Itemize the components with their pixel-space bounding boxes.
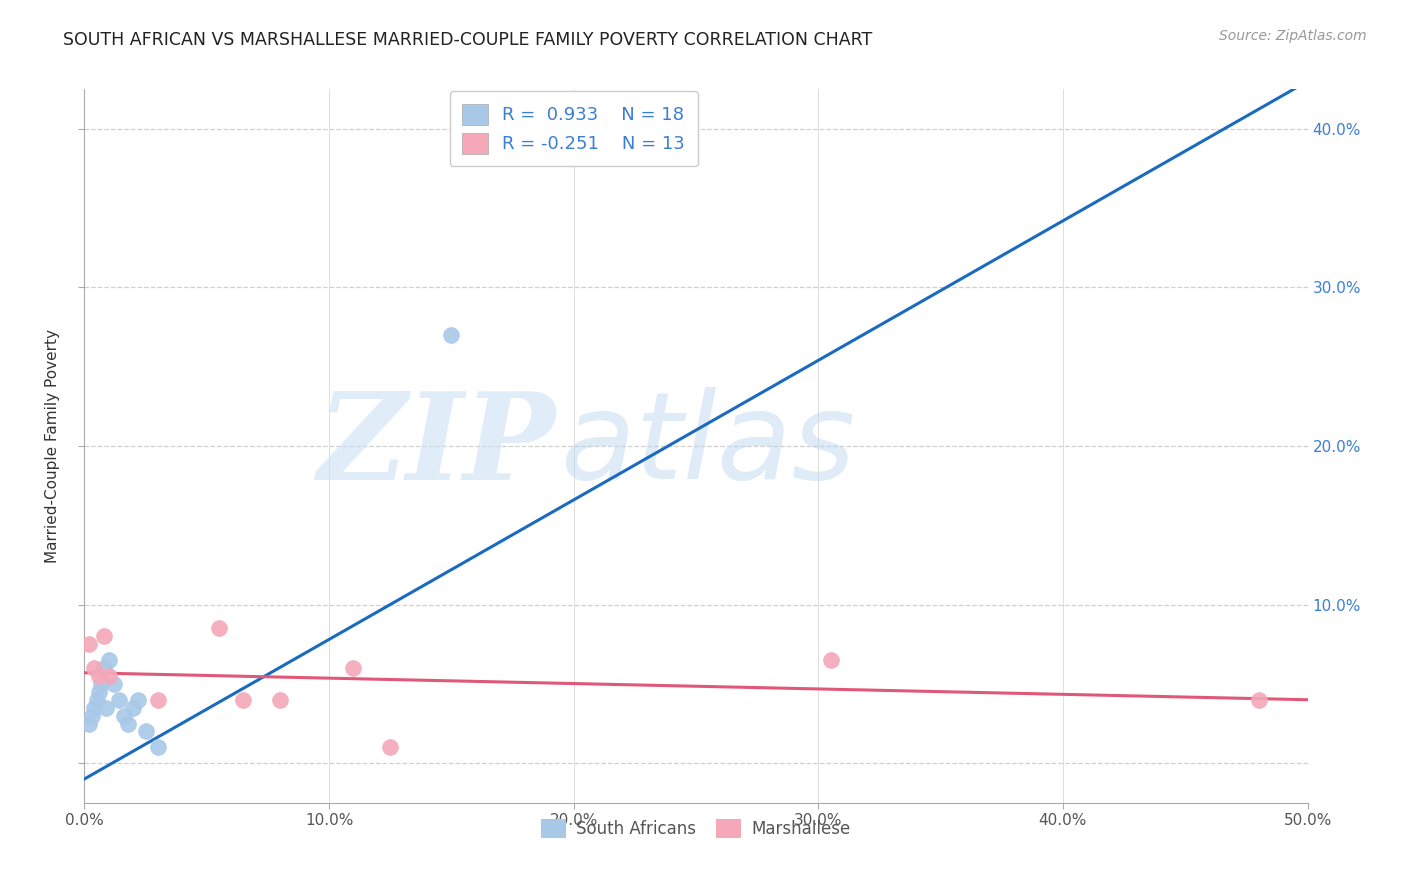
Point [208, 621, 231, 635]
Point [380, 740, 402, 755]
Text: SOUTH AFRICAN VS MARSHALLESE MARRIED-COUPLE FAMILY POVERTY CORRELATION CHART: SOUTH AFRICAN VS MARSHALLESE MARRIED-COU… [63, 31, 873, 49]
Point [103, 677, 125, 691]
Point [232, 692, 254, 706]
Text: ZIP: ZIP [316, 387, 555, 505]
Point [87, 669, 110, 683]
Point [97, 653, 120, 667]
Point [83, 700, 105, 714]
Point [342, 661, 364, 675]
Point [122, 700, 145, 714]
Point [77, 637, 100, 651]
Legend: South Africans, Marshallese: South Africans, Marshallese [534, 812, 858, 845]
Point [146, 692, 169, 706]
Point [83, 661, 105, 675]
Point [112, 708, 135, 723]
Point [86, 692, 108, 706]
Point [127, 692, 149, 706]
Point [269, 692, 291, 706]
Point [97, 669, 120, 683]
Point [146, 740, 169, 755]
Point [117, 716, 139, 731]
Point [77, 716, 100, 731]
Point [90, 677, 112, 691]
Point [440, 328, 463, 343]
Point [80, 708, 103, 723]
Point [93, 661, 115, 675]
Text: Source: ZipAtlas.com: Source: ZipAtlas.com [1219, 29, 1367, 43]
Y-axis label: Married-Couple Family Poverty: Married-Couple Family Poverty [45, 329, 60, 563]
Point [87, 685, 110, 699]
Point [135, 724, 157, 739]
Point [96, 700, 118, 714]
Point [1247, 692, 1270, 706]
Point [107, 692, 129, 706]
Text: atlas: atlas [561, 387, 856, 505]
Point [820, 653, 842, 667]
Point [93, 629, 115, 643]
